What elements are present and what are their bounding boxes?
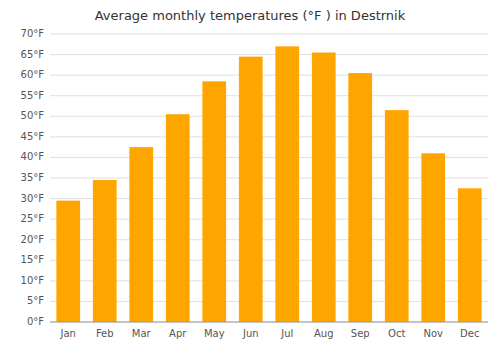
x-tick-label: Dec [460, 328, 479, 339]
grid-line [50, 75, 488, 76]
grid-line [50, 95, 488, 96]
grid-line [50, 34, 488, 35]
x-axis: Jan Feb Mar Apr May Jun Jul Aug Sep Oct Nov Dec [60, 328, 480, 339]
bar [348, 73, 372, 322]
y-tick-label: 40°F [21, 151, 45, 162]
grid-line [50, 322, 488, 323]
y-tick-label: 55°F [21, 90, 45, 101]
x-tick-label: Jul [280, 328, 293, 339]
bar [421, 153, 445, 322]
x-tick-label: Oct [388, 328, 405, 339]
y-tick-label: 25°F [21, 213, 45, 224]
grid-line [50, 54, 488, 55]
y-tick-label: 45°F [21, 131, 45, 142]
bar [312, 53, 336, 322]
y-tick-label: 0°F [27, 316, 44, 327]
x-axis-line [50, 322, 488, 323]
y-tick-label: 10°F [21, 275, 45, 286]
y-tick-label: 65°F [21, 49, 45, 60]
y-tick-label: 5°F [27, 295, 44, 306]
y-tick-label: 50°F [21, 110, 45, 121]
x-tick-label: Jun [242, 328, 259, 339]
grid-line [50, 136, 488, 137]
bar [202, 81, 226, 322]
y-tick-label: 35°F [21, 172, 45, 183]
bar [385, 110, 409, 322]
bar [56, 201, 80, 322]
title: Average monthly temperatures (°F ) in De… [95, 8, 406, 23]
y-grid [50, 34, 488, 322]
y-axis: 0°F 5°F 10°F 15°F 20°F 25°F 30°F 35°F 40°F 45°F 50… [21, 28, 45, 327]
bar [166, 114, 190, 322]
bar [275, 46, 299, 322]
y-tick-label: 15°F [21, 254, 45, 265]
x-tick-label: Aug [314, 328, 334, 339]
grid-line [50, 116, 488, 117]
bar [129, 147, 153, 322]
bar [239, 57, 263, 322]
x-tick-label: Mar [132, 328, 152, 339]
bars [56, 46, 481, 322]
bar [93, 180, 117, 322]
y-tick-label: 70°F [21, 28, 45, 39]
x-tick-label: May [204, 328, 225, 339]
bar [458, 188, 482, 322]
chart: 0°F 5°F 10°F 15°F 20°F 25°F 30°F 35°F 40°F 45°F 50… [0, 0, 500, 350]
x-tick-label: Nov [423, 328, 443, 339]
x-tick-label: Apr [169, 328, 187, 339]
y-tick-label: 60°F [21, 69, 45, 80]
x-tick-label: Feb [96, 328, 114, 339]
x-tick-label: Jan [60, 328, 76, 339]
x-tick-label: Sep [351, 328, 370, 339]
y-tick-label: 20°F [21, 234, 45, 245]
y-tick-label: 30°F [21, 193, 45, 204]
